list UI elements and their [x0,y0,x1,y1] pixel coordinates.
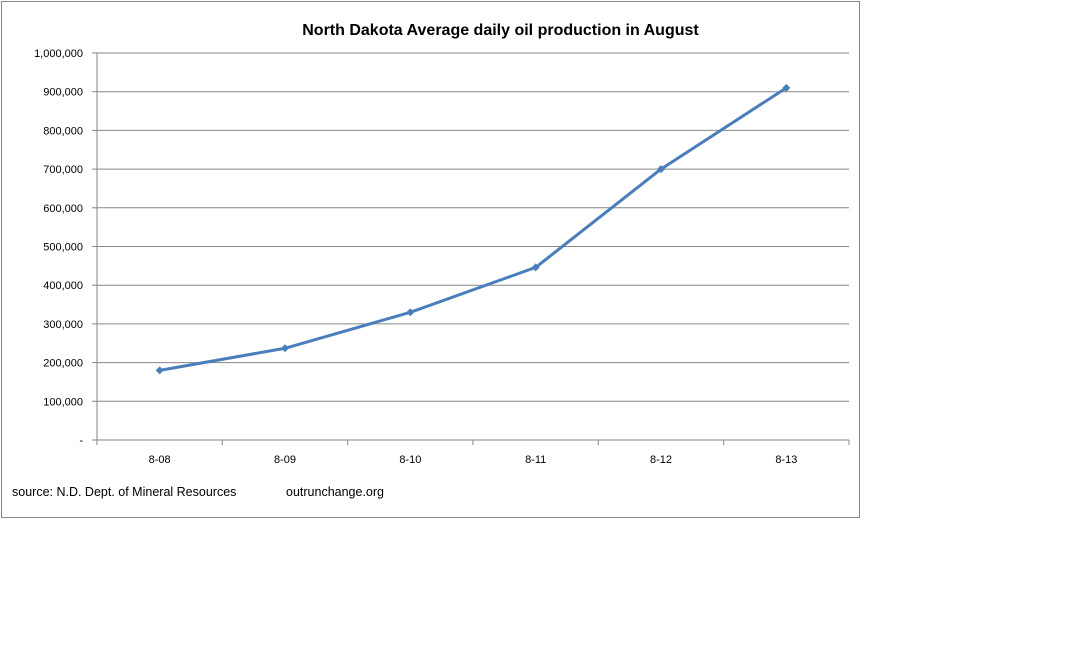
chart-title: North Dakota Average daily oil productio… [302,22,699,39]
x-tick-label: 8-11 [525,454,546,466]
series-layer [155,83,791,375]
y-tick-label: 300,000 [43,319,83,331]
source-note: source: N.D. Dept. of Mineral Resources [12,485,237,499]
y-tick-label: 800,000 [43,125,83,137]
y-tick-label: 500,000 [43,242,83,254]
x-tick-label: 8-09 [274,454,296,466]
y-tick-label: 100,000 [43,396,83,408]
y-tick-label: 900,000 [43,87,83,99]
y-tick-label: 200,000 [43,358,83,370]
y-axis-ticks: - 100,000 200,000 300,000 400,000 500,000 600,… [34,48,97,447]
data-point [782,83,791,92]
y-tick-label: - [79,435,83,447]
chart-frame: North Dakota Average daily oil productio… [1,1,860,518]
data-point [155,366,164,375]
data-point [281,344,289,353]
site-credit: outrunchange.org [286,485,384,499]
y-tick-label: 600,000 [43,203,83,215]
x-tick-label: 8-12 [650,454,672,466]
x-tick-label: 8-10 [399,454,421,466]
y-tick-label: 1,000,000 [34,48,83,60]
series-line [159,86,788,372]
x-tick-label: 8-08 [149,454,171,466]
data-point [657,165,665,174]
line-chart: - 100,000 200,000 300,000 400,000 500,000 600,… [34,48,850,466]
x-axis: 8-08 8-09 8-10 8-11 8-12 8-13 [96,53,850,466]
data-point [531,263,540,272]
y-tick-label: 400,000 [43,280,83,292]
gridlines [97,52,849,402]
data-point [406,308,415,317]
y-tick-label: 700,000 [43,164,83,176]
x-tick-label: 8-13 [775,454,797,466]
